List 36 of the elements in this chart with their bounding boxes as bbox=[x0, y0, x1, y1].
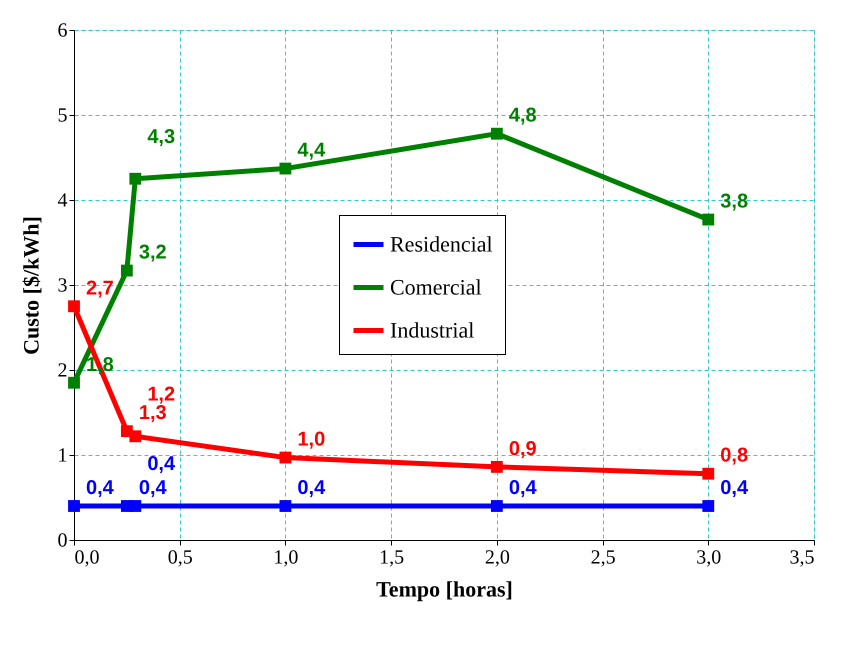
x-tick-label: 3,0 bbox=[696, 546, 722, 568]
data-label: 1,2 bbox=[147, 383, 176, 406]
data-label: 0,9 bbox=[508, 438, 537, 460]
y-tick-label: 3 bbox=[58, 274, 68, 296]
x-tick-label: 2,5 bbox=[590, 546, 616, 568]
x-tick-label: 0,5 bbox=[168, 546, 193, 568]
y-tick-label: 4 bbox=[58, 190, 68, 212]
data-label: 0,4 bbox=[138, 477, 168, 499]
y-tick-label: 5 bbox=[58, 104, 68, 126]
data-label: 0,4 bbox=[720, 477, 749, 499]
data-label: 0,4 bbox=[508, 477, 538, 499]
data-label: 1,0 bbox=[297, 428, 326, 451]
data-label: 4,8 bbox=[508, 104, 537, 127]
x-tick-label: 1,5 bbox=[379, 546, 404, 568]
y-tick-label: 2 bbox=[58, 360, 68, 382]
data-label: 3,8 bbox=[720, 190, 748, 213]
data-label: 2,7 bbox=[86, 277, 114, 300]
data-label: 4,4 bbox=[297, 140, 326, 162]
data-label: 0,4 bbox=[86, 477, 115, 499]
data-label: 3,2 bbox=[138, 242, 167, 264]
data-label: 4,3 bbox=[147, 126, 176, 148]
x-axis-title: Tempo [horas] bbox=[376, 576, 513, 602]
y-axis-title: Custo [$/kWh] bbox=[18, 216, 44, 355]
legend-label: Residencial bbox=[390, 232, 493, 256]
x-tick-label: 3,5 bbox=[790, 546, 814, 568]
data-label: 0,8 bbox=[720, 444, 748, 467]
data-label: 0,4 bbox=[147, 453, 176, 475]
x-tick-label: 1,0 bbox=[273, 546, 298, 568]
y-tick-label: 0 bbox=[58, 530, 68, 552]
legend-label: Comercial bbox=[390, 274, 482, 300]
y-tick-label: 6 bbox=[58, 20, 68, 42]
x-tick-label: 2,0 bbox=[484, 546, 510, 568]
y-tick-label: 1 bbox=[58, 444, 68, 466]
data-label: 0,4 bbox=[297, 477, 326, 499]
x-tick-label: 0,0 bbox=[74, 546, 100, 568]
legend-label: Industrial bbox=[390, 318, 474, 342]
